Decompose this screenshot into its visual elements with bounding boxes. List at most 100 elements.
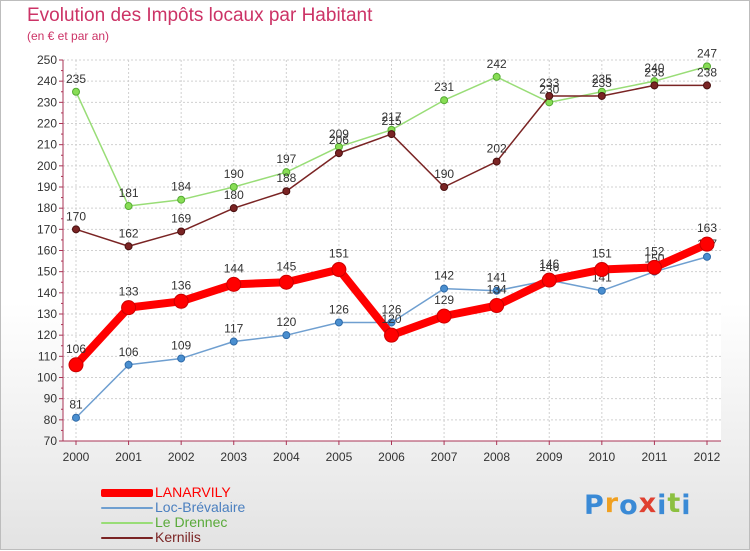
y-tick-label: 120 <box>37 328 57 342</box>
x-tick-label: 2009 <box>536 450 563 464</box>
data-label: 152 <box>644 244 664 258</box>
data-point <box>68 357 84 373</box>
data-label: 233 <box>592 76 612 90</box>
data-point <box>384 327 399 343</box>
data-label: 188 <box>276 171 296 185</box>
data-point <box>703 62 711 71</box>
data-label: 141 <box>487 271 507 285</box>
data-point <box>331 262 347 278</box>
data-label: 209 <box>329 127 349 141</box>
data-point <box>229 337 238 346</box>
data-point <box>440 96 449 105</box>
data-label: 184 <box>171 180 191 194</box>
data-label: 117 <box>224 322 243 336</box>
data-label: 151 <box>329 247 349 261</box>
x-tick-label: 2005 <box>326 450 353 464</box>
y-tick-label: 230 <box>37 95 57 109</box>
y-tick-label: 140 <box>37 286 57 300</box>
data-point <box>594 262 610 278</box>
x-tick-label: 2002 <box>168 450 195 464</box>
data-label: 126 <box>381 302 401 316</box>
data-label: 238 <box>697 65 717 79</box>
x-tick-label: 2006 <box>378 450 405 464</box>
data-label: 120 <box>381 312 401 326</box>
data-point <box>492 72 501 81</box>
y-tick-label: 130 <box>37 307 57 321</box>
data-point <box>72 87 80 96</box>
proxiti-logo: Proxiti <box>584 488 692 521</box>
data-label: 235 <box>592 72 612 86</box>
y-tick-label: 100 <box>37 371 57 385</box>
data-label: 162 <box>119 226 139 240</box>
data-label: 81 <box>69 398 83 412</box>
data-label: 247 <box>697 46 717 60</box>
y-tick-label: 190 <box>37 180 57 194</box>
data-label: 238 <box>644 65 664 79</box>
logo-letter: r <box>604 488 620 519</box>
data-label: 190 <box>224 167 244 181</box>
data-point <box>492 157 501 166</box>
data-label: 126 <box>329 302 349 316</box>
x-tick-label: 2011 <box>642 450 668 464</box>
data-label: 202 <box>487 142 507 156</box>
y-tick-label: 180 <box>37 201 57 215</box>
y-tick-label: 220 <box>37 117 57 131</box>
x-tick-label: 2004 <box>273 450 300 464</box>
data-label: 197 <box>276 152 296 166</box>
data-label: 215 <box>381 114 401 128</box>
data-point <box>124 360 133 369</box>
data-label: 145 <box>276 259 296 273</box>
data-label: 146 <box>539 260 559 274</box>
data-point <box>440 284 449 293</box>
legend-label-le-drennec: Le Drennec <box>155 514 228 530</box>
data-point <box>278 274 294 290</box>
data-point <box>597 286 606 295</box>
data-point <box>72 225 80 234</box>
data-label: 169 <box>171 211 191 225</box>
y-tick-label: 210 <box>37 138 57 152</box>
y-tick-label: 250 <box>37 53 57 67</box>
data-label: 217 <box>381 110 401 124</box>
data-label: 235 <box>66 72 86 86</box>
data-label: 129 <box>434 293 454 307</box>
data-label: 181 <box>119 186 139 200</box>
data-label: 233 <box>539 76 559 90</box>
data-label: 240 <box>644 61 664 75</box>
y-tick-label: 200 <box>37 159 57 173</box>
data-point <box>282 331 291 340</box>
legend-label-loc-brevalaire: Loc-Brévalaire <box>155 499 246 515</box>
data-point <box>703 252 711 261</box>
y-tick-label: 80 <box>44 413 58 427</box>
data-label: 230 <box>539 82 559 96</box>
data-point <box>177 354 186 363</box>
data-label: 144 <box>224 261 244 275</box>
data-point <box>545 91 554 100</box>
data-point <box>124 202 133 211</box>
data-label: 151 <box>592 247 612 261</box>
data-label: 134 <box>487 283 507 297</box>
data-label: 242 <box>487 57 507 71</box>
x-tick-label: 2010 <box>588 450 615 464</box>
x-tick-label: 2007 <box>431 450 458 464</box>
data-label: 142 <box>434 269 454 283</box>
data-point <box>229 183 238 191</box>
data-point <box>334 149 343 158</box>
data-point <box>650 81 659 90</box>
legend-swatch-kernilis <box>101 537 153 539</box>
data-label: 120 <box>276 315 296 329</box>
data-point <box>173 293 189 309</box>
data-point <box>597 91 606 100</box>
data-label: 146 <box>539 257 559 271</box>
data-point <box>436 308 452 324</box>
x-tick-label: 2008 <box>483 450 510 464</box>
logo-letter: i <box>681 490 692 521</box>
data-point <box>226 276 242 292</box>
chart-title: Evolution des Impôts locaux par Habitant <box>27 5 373 26</box>
data-point <box>387 130 396 139</box>
y-tick-label: 90 <box>44 392 58 406</box>
y-tick-label: 160 <box>37 244 57 258</box>
legend-label-kernilis: Kernilis <box>155 529 201 545</box>
data-point <box>492 286 501 295</box>
